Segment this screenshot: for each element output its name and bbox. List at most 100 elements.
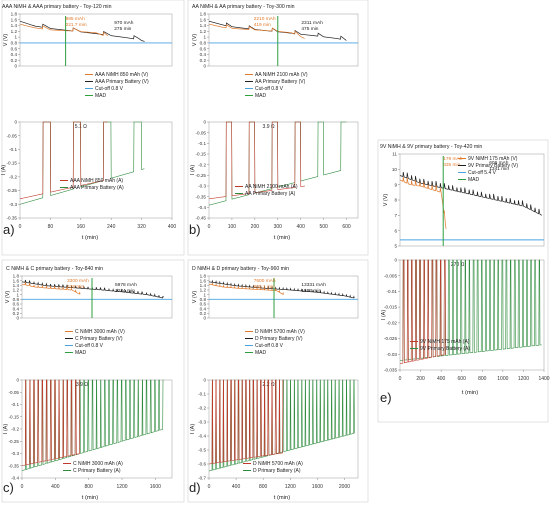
current-legend-entry: AAA NiMH 850 mAh (A) <box>70 178 123 184</box>
x-tick-label: 800 <box>259 484 268 490</box>
primary-time-annotation: 275 min <box>114 26 131 32</box>
current-tick-label: -0.3 <box>9 202 17 207</box>
voltage-legend-entry: Cut-off 0.8 V <box>255 86 284 92</box>
current-tick-label: -0.2 <box>11 427 19 432</box>
voltage-tick-label: 1 <box>14 35 17 40</box>
voltage-tick-label: 0.4 <box>200 52 207 57</box>
voltage-tick-label: 0.8 <box>200 297 207 302</box>
current-tick-label: -0.4 <box>198 205 206 210</box>
nimh-capacity-annotation: 885 mAh <box>66 16 86 22</box>
current-tick-label: -0.4 <box>198 434 206 439</box>
voltage-tick-label: 0.6 <box>13 302 20 307</box>
current-tick-label: -0.45 <box>196 216 207 221</box>
current-legend-entry: C Primary Battery (A) <box>73 468 121 474</box>
current-tick-label: -0.25 <box>196 173 207 178</box>
x-tick-label: 0 <box>208 224 211 230</box>
nimh-capacity-annotation: 2210 mAh <box>254 16 276 22</box>
voltage-tick-label: 1.2 <box>11 29 18 34</box>
current-axis-label: I (A) <box>190 424 196 435</box>
current-tick-label: -0.4 <box>11 476 19 481</box>
current-plot-area <box>19 121 173 219</box>
voltage-legend-entry: MAD <box>95 93 107 99</box>
voltage-tick-label: 1.4 <box>13 283 20 288</box>
current-tick-label: -0.2 <box>9 174 17 179</box>
voltage-legend-entry: MAD <box>255 350 267 356</box>
voltage-plot-area <box>19 13 173 67</box>
primary-current-line <box>19 121 145 205</box>
x-tick-label: 400 <box>51 484 60 490</box>
voltage-legend-entry: AAA Primary Battery (V) <box>95 79 149 85</box>
current-tick-label: -0.7 <box>198 476 206 481</box>
voltage-tick-label: 0.4 <box>11 52 18 57</box>
voltage-tick-label: 1 <box>203 35 206 40</box>
x-tick-label: 1200 <box>116 484 127 490</box>
voltage-axis-label: V (V) <box>383 194 389 207</box>
current-tick-label: 0 <box>394 258 397 263</box>
voltage-tick-label: 1.8 <box>200 12 207 17</box>
primary-current-line <box>208 379 355 472</box>
current-tick-label: -0.35 <box>196 194 207 199</box>
current-tick-label: -0.1 <box>198 392 206 397</box>
current-tick-label: -0.15 <box>196 152 207 157</box>
current-axis-label: I (A) <box>3 424 9 435</box>
panel-frame <box>187 0 369 256</box>
x-tick-label: 0 <box>208 484 211 490</box>
current-axis-label: I (A) <box>190 165 196 176</box>
resistance-label: 3.9 Ω <box>263 124 275 130</box>
primary-time-annotation: 1593 min <box>301 288 321 294</box>
voltage-legend-entry: AA NiMH 2100 mAh (V) <box>255 72 308 78</box>
current-axis-label: I (A) <box>381 310 387 321</box>
primary-voltage-line <box>399 171 542 216</box>
nimh-voltage-line <box>208 282 284 295</box>
current-tick-label: -0.05 <box>9 390 20 395</box>
voltage-tick-label: 1.4 <box>200 23 207 28</box>
voltage-tick-label: 0.2 <box>200 311 207 316</box>
panel-frame <box>1 259 185 503</box>
voltage-legend-entry: MAD <box>75 350 87 356</box>
voltage-tick-label: 0.8 <box>11 40 18 45</box>
primary-time-annotation: 475 min <box>301 26 318 32</box>
voltage-tick-label: 1.6 <box>13 278 20 283</box>
resistance-label: 270 Ω <box>451 262 465 268</box>
voltage-axis-label: V (V) <box>192 291 198 304</box>
nimh-time-annotation: 221.7 min <box>66 22 87 28</box>
x-tick-label: 400 <box>297 224 306 230</box>
current-tick-label: -0.01 <box>387 289 398 294</box>
voltage-tick-label: 0.4 <box>13 306 20 311</box>
nimh-voltage-line <box>21 282 81 295</box>
voltage-legend-entry: D NiMH 5700 mAh (V) <box>255 329 305 335</box>
current-tick-label: -0.1 <box>11 402 19 407</box>
x-tick-label: 200 <box>251 224 260 230</box>
nimh-time-annotation: 419 min <box>254 22 271 28</box>
nimh-voltage-line <box>208 23 305 39</box>
x-tick-label: 1200 <box>285 484 296 490</box>
voltage-axis-label: V (V) <box>192 34 198 47</box>
x-tick-label: 80 <box>48 224 54 230</box>
x-tick-label: 400 <box>168 224 177 230</box>
primary-time-annotation: 1234 min <box>115 288 135 294</box>
voltage-tick-label: 1.2 <box>200 288 207 293</box>
nimh-capacity-annotation: 179 mAh <box>443 156 463 162</box>
voltage-plot-area <box>21 275 173 319</box>
current-tick-label: -0.35 <box>9 463 20 468</box>
current-legend-entry: 9V Primary Battery (A) <box>420 346 470 352</box>
current-tick-label: -0.03 <box>387 352 398 357</box>
voltage-tick-label: 1.8 <box>200 274 207 279</box>
panel-title: 9V NiMH & 9V primary battery - Toy-420 m… <box>380 144 482 150</box>
voltage-legend-entry: Cut-off 0.8 V <box>75 343 104 349</box>
voltage-tick-label: 1.6 <box>11 17 18 22</box>
voltage-tick-label: 0.2 <box>13 311 20 316</box>
current-plot-area <box>399 259 545 371</box>
voltage-tick-label: 0.2 <box>11 58 18 63</box>
voltage-tick-label: 0.2 <box>200 58 207 63</box>
panel-title: C NiMH & C primary battery - Toy-840 min <box>6 266 103 272</box>
x-tick-label: 0 <box>19 224 22 230</box>
current-tick-label: -0.3 <box>198 184 206 189</box>
nimh-capacity-annotation: 7600 mAh <box>254 278 276 284</box>
voltage-tick-label: 1.6 <box>200 278 207 283</box>
current-legend-entry: D NiMH 5700 mAh (A) <box>253 461 303 467</box>
current-tick-label: -0.035 <box>384 368 397 373</box>
current-tick-label: -0.2 <box>198 162 206 167</box>
voltage-tick-label: 1.4 <box>200 283 207 288</box>
x-tick-label: 800 <box>84 484 93 490</box>
